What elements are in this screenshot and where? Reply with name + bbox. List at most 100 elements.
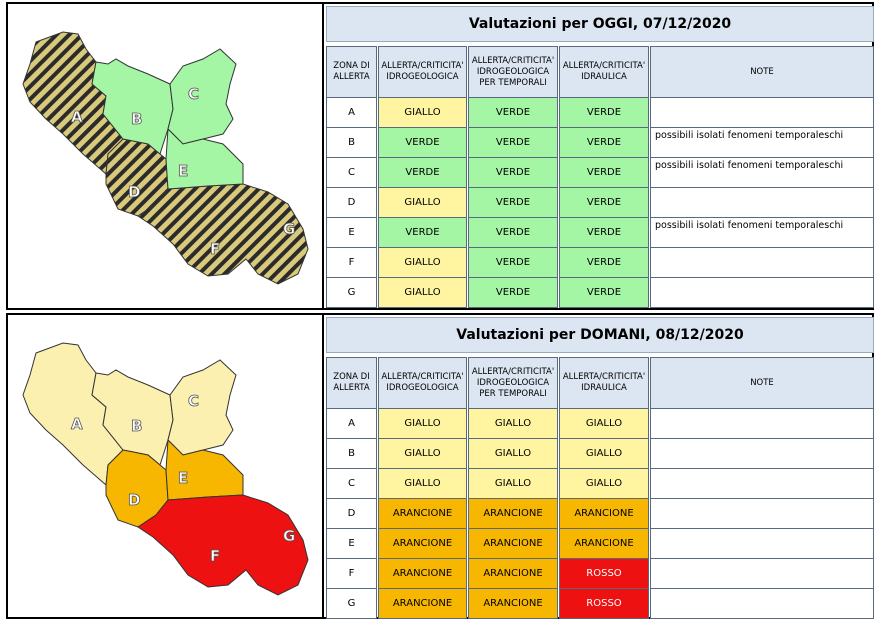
- header-zona: ZONA DI ALLERTA: [326, 46, 377, 98]
- map-zone-c: [167, 48, 237, 145]
- cell-temp: VERDE: [468, 248, 558, 278]
- map-label-e: E: [178, 469, 188, 487]
- map-label-a: A: [71, 415, 83, 433]
- map-zone-c: [167, 359, 237, 456]
- cell-temp: VERDE: [468, 128, 558, 158]
- map-label-g: G: [283, 220, 295, 238]
- panel-tomorrow: A B C D E F G Valutazioni per DOMANI, 08…: [6, 313, 874, 619]
- table-title-today: Valutazioni per OGGI, 07/12/2020: [326, 6, 874, 42]
- lazio-map-today: A B C D E F G: [22, 31, 309, 285]
- cell-zone: D: [326, 188, 377, 218]
- cell-temp: VERDE: [468, 278, 558, 308]
- table-row: B GIALLO GIALLO GIALLO: [326, 439, 874, 469]
- map-tomorrow: A B C D E F G: [8, 315, 324, 617]
- map-zone-fg: [137, 494, 309, 596]
- cell-idro: ARANCIONE: [378, 499, 467, 529]
- cell-idraulica: VERDE: [559, 98, 649, 128]
- table-today: Valutazioni per OGGI, 07/12/2020 ZONA DI…: [326, 6, 874, 308]
- cell-idro: VERDE: [378, 128, 467, 158]
- map-label-a: A: [71, 108, 83, 126]
- cell-note: possibili isolati fenomeni temporaleschi: [650, 128, 874, 158]
- cell-zone: G: [326, 278, 377, 308]
- cell-idraulica: GIALLO: [559, 469, 649, 499]
- map-label-d: D: [128, 183, 140, 201]
- cell-note: [650, 469, 874, 499]
- map-label-f: F: [210, 240, 220, 258]
- cell-idraulica: ROSSO: [559, 589, 649, 619]
- table-row: A GIALLO GIALLO GIALLO: [326, 409, 874, 439]
- cell-idro: GIALLO: [378, 469, 467, 499]
- cell-temp: VERDE: [468, 158, 558, 188]
- cell-idro: ARANCIONE: [378, 529, 467, 559]
- table-row: B VERDE VERDE VERDE possibili isolati fenome…: [326, 128, 874, 158]
- map-label-g: G: [283, 527, 295, 545]
- table-title-tomorrow: Valutazioni per DOMANI, 08/12/2020: [326, 317, 874, 353]
- cell-note: [650, 589, 874, 619]
- cell-note: [650, 559, 874, 589]
- cell-note: [650, 248, 874, 278]
- cell-temp: GIALLO: [468, 439, 558, 469]
- header-idrogeologica: ALLERTA/CRITICITA' IDROGEOLOGICA: [378, 46, 467, 98]
- cell-idro: ARANCIONE: [378, 589, 467, 619]
- cell-zone: C: [326, 469, 377, 499]
- cell-temp: ARANCIONE: [468, 559, 558, 589]
- header-zona: ZONA DI ALLERTA: [326, 357, 377, 409]
- map-today: A B C D E F G: [8, 4, 324, 308]
- cell-idraulica: GIALLO: [559, 439, 649, 469]
- cell-zone: E: [326, 218, 377, 248]
- table-row: C VERDE VERDE VERDE possibili isolati fenome…: [326, 158, 874, 188]
- cell-idraulica: VERDE: [559, 188, 649, 218]
- header-temporali: ALLERTA/CRITICITA' IDROGEOLOGICA PER TEM…: [468, 357, 558, 409]
- cell-idro: GIALLO: [378, 278, 467, 308]
- cell-idraulica: VERDE: [559, 158, 649, 188]
- header-idrogeologica: ALLERTA/CRITICITA' IDROGEOLOGICA: [378, 357, 467, 409]
- cell-note: [650, 499, 874, 529]
- cell-temp: GIALLO: [468, 409, 558, 439]
- cell-temp: GIALLO: [468, 469, 558, 499]
- map-label-b: B: [131, 417, 142, 435]
- cell-note: possibili isolati fenomeni temporaleschi: [650, 218, 874, 248]
- cell-zone: D: [326, 499, 377, 529]
- map-label-e: E: [178, 162, 188, 180]
- table-header-tomorrow: ZONA DI ALLERTA ALLERTA/CRITICITA' IDROG…: [326, 357, 874, 409]
- cell-idro: GIALLO: [378, 188, 467, 218]
- cell-idraulica: ARANCIONE: [559, 499, 649, 529]
- table-tomorrow: Valutazioni per DOMANI, 08/12/2020 ZONA …: [326, 317, 874, 619]
- cell-temp: VERDE: [468, 188, 558, 218]
- map-zone-e: [165, 438, 244, 501]
- cell-zone: F: [326, 248, 377, 278]
- cell-zone: F: [326, 559, 377, 589]
- cell-idro: GIALLO: [378, 248, 467, 278]
- table-row: F ARANCIONE ARANCIONE ROSSO: [326, 559, 874, 589]
- cell-note: [650, 529, 874, 559]
- cell-zone: B: [326, 439, 377, 469]
- table-row: D GIALLO VERDE VERDE: [326, 188, 874, 218]
- cell-temp: ARANCIONE: [468, 589, 558, 619]
- lazio-map-tomorrow: A B C D E F G: [22, 342, 309, 596]
- map-label-f: F: [210, 547, 220, 565]
- header-temporali: ALLERTA/CRITICITA' IDROGEOLOGICA PER TEM…: [468, 46, 558, 98]
- cell-zone: C: [326, 158, 377, 188]
- cell-idraulica: VERDE: [559, 278, 649, 308]
- table-row: C GIALLO GIALLO GIALLO: [326, 469, 874, 499]
- cell-note: [650, 188, 874, 218]
- table-row: A GIALLO VERDE VERDE: [326, 98, 874, 128]
- map-label-c: C: [188, 392, 199, 410]
- cell-idro: GIALLO: [378, 439, 467, 469]
- cell-zone: E: [326, 529, 377, 559]
- cell-note: [650, 409, 874, 439]
- table-row: D ARANCIONE ARANCIONE ARANCIONE: [326, 499, 874, 529]
- cell-zone: B: [326, 128, 377, 158]
- header-idraulica: ALLERTA/CRITICITA' IDRAULICA: [559, 357, 649, 409]
- header-note: NOTE: [650, 357, 874, 409]
- cell-zone: A: [326, 409, 377, 439]
- table-row: E VERDE VERDE VERDE possibili isolati fenome…: [326, 218, 874, 248]
- map-label-d: D: [128, 491, 140, 509]
- cell-temp: ARANCIONE: [468, 499, 558, 529]
- cell-zone: A: [326, 98, 377, 128]
- header-note: NOTE: [650, 46, 874, 98]
- cell-idro: ARANCIONE: [378, 559, 467, 589]
- cell-idraulica: VERDE: [559, 248, 649, 278]
- table-header-today: ZONA DI ALLERTA ALLERTA/CRITICITA' IDROG…: [326, 46, 874, 98]
- cell-idraulica: VERDE: [559, 218, 649, 248]
